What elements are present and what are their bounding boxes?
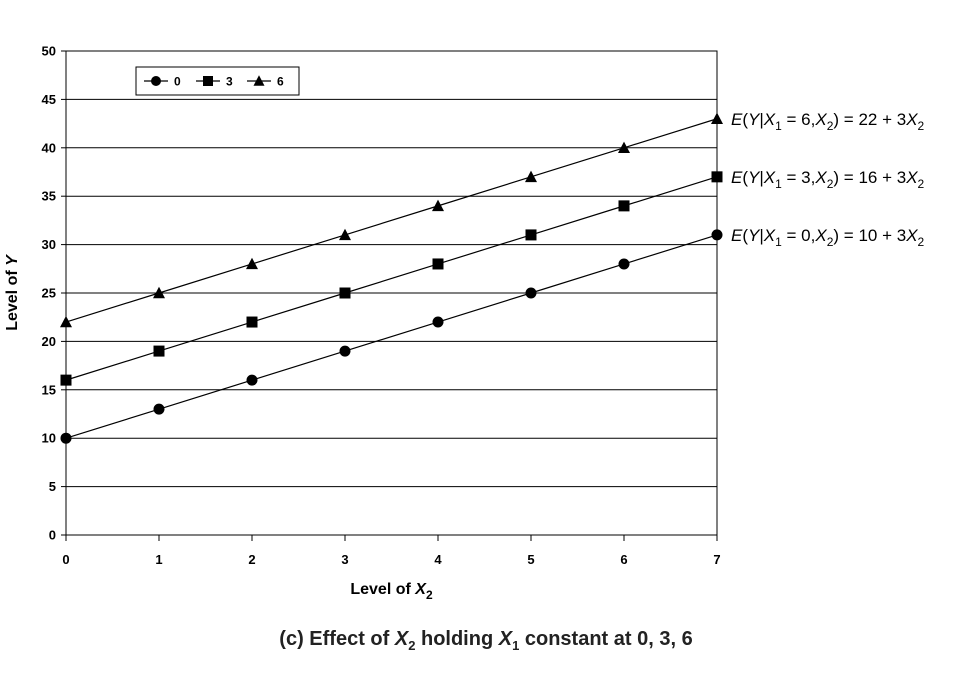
data-point-square: [711, 171, 723, 183]
legend-label-0: 0: [174, 75, 181, 89]
data-point-circle: [246, 374, 258, 386]
data-point-triangle: [60, 315, 72, 328]
y-axis-label: Level of Y: [4, 254, 21, 331]
data-point-square: [246, 316, 258, 328]
data-point-circle: [153, 403, 165, 415]
x-tick-label: 7: [713, 552, 720, 567]
equation-label-6: E(Y|X1 = 6,X2) = 22 + 3X2: [731, 110, 925, 133]
x-tick-label: 1: [155, 552, 162, 567]
y-tick-label: 45: [42, 92, 56, 107]
data-point-square: [153, 345, 165, 357]
chart-caption: (c) Effect of X2 holding X1 constant at …: [279, 628, 693, 653]
y-tick-label: 10: [42, 431, 56, 446]
x-tick-label: 4: [434, 552, 442, 567]
legend-label-6: 6: [277, 75, 284, 89]
data-point-circle: [60, 432, 72, 444]
x-tick-label: 6: [620, 552, 627, 567]
y-tick-label: 40: [42, 140, 56, 155]
y-tick-label: 5: [49, 479, 56, 494]
x-tick-label: 5: [527, 552, 534, 567]
data-point-triangle: [432, 199, 444, 212]
data-point-triangle: [153, 286, 165, 299]
data-point-circle: [525, 287, 537, 299]
x-tick-label: 0: [62, 552, 69, 567]
y-tick-label: 35: [42, 189, 56, 204]
data-point-circle: [711, 229, 723, 241]
data-point-square: [618, 200, 630, 212]
data-point-triangle: [618, 141, 630, 154]
legend: 0 3 6: [135, 66, 300, 96]
y-tick-label: 15: [42, 382, 56, 397]
plot-frame: [65, 50, 718, 536]
data-point-triangle: [525, 170, 537, 183]
data-point-circle: [432, 316, 444, 328]
data-point-square: [432, 258, 444, 270]
y-tick-label: 20: [42, 334, 56, 349]
y-tick-label: 50: [42, 44, 56, 59]
legend-marker-circle: [151, 76, 161, 86]
x-tick-label: 2: [248, 552, 255, 567]
data-point-triangle: [246, 257, 258, 270]
legend-label-3: 3: [226, 75, 233, 89]
data-point-triangle: [711, 112, 723, 124]
equation-labels: E(Y|X1 = 0,X2) = 10 + 3X2 E(Y|X1 = 3,X2) …: [731, 110, 925, 249]
y-tick-label: 30: [42, 237, 56, 252]
legend-marker-square: [203, 76, 213, 86]
data-point-square: [60, 374, 72, 386]
x-axis-label: Level of X2: [350, 581, 433, 602]
axis-labels: Level of Y Level of X2: [4, 254, 433, 602]
data-point-circle: [339, 345, 351, 357]
y-tick-label: 0: [49, 528, 56, 543]
series-line-0: [65, 234, 718, 439]
series-layer: [60, 112, 723, 444]
series-line-3: [65, 176, 718, 381]
gridlines: [66, 50, 717, 488]
series-line-6: [65, 118, 718, 323]
y-tick-label: 25: [42, 286, 56, 301]
x-tick-label: 3: [341, 552, 348, 567]
legend-marker-triangle: [253, 75, 265, 86]
data-point-square: [339, 287, 351, 299]
data-point-square: [525, 229, 537, 241]
data-point-triangle: [339, 228, 351, 241]
equation-label-3: E(Y|X1 = 3,X2) = 16 + 3X2: [731, 168, 925, 191]
data-point-circle: [618, 258, 630, 270]
equation-label-0: E(Y|X1 = 0,X2) = 10 + 3X2: [731, 226, 925, 249]
